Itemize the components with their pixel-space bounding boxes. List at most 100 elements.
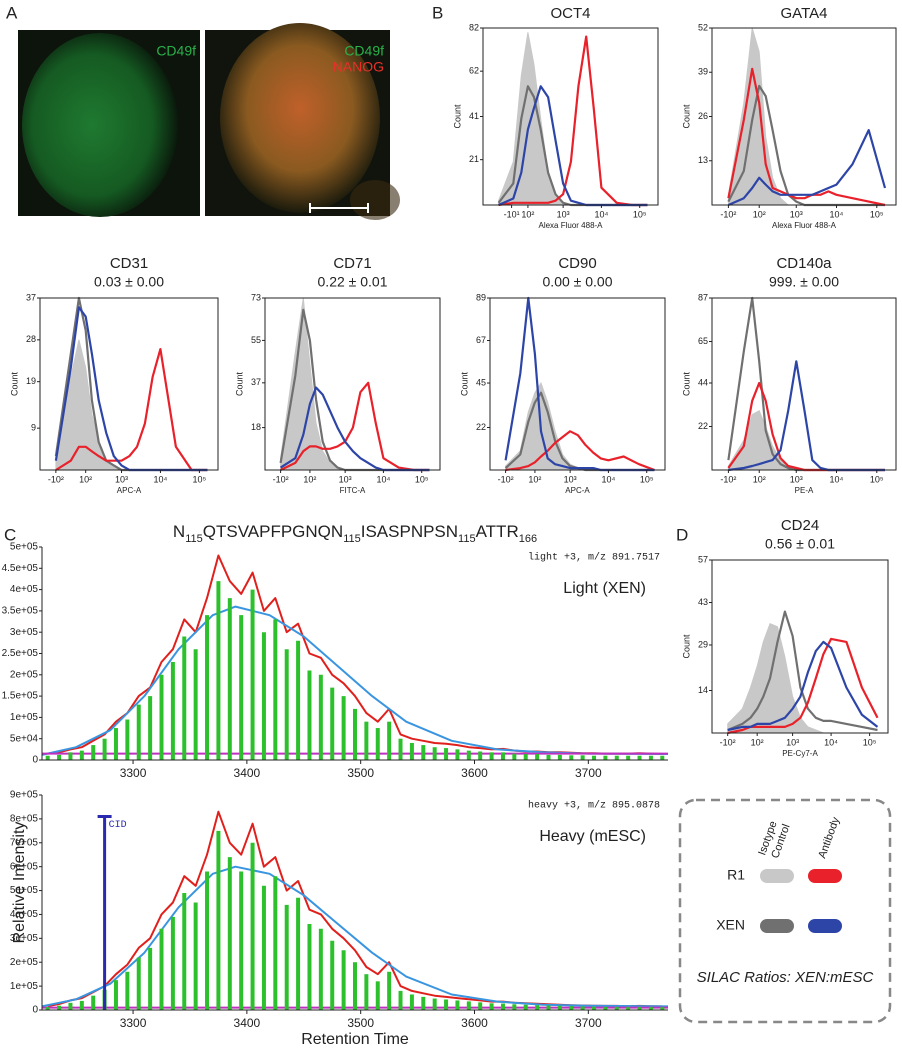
y-tick-label: 45 [476,377,486,387]
y-tick-label: 4e+05 [10,584,39,595]
y-tick-label: 65 [698,336,708,346]
y-tick-label: 3.5e+05 [2,606,39,617]
y-tick-label: 44 [698,377,708,387]
panel-label: A [6,3,18,22]
plot-frame [264,297,441,471]
chart-title: CD24 [781,517,819,534]
panel-label: B [432,3,443,22]
y-tick-label: 14 [698,685,708,695]
plot-frame [489,297,666,471]
x-tick-label: 3400 [234,1016,261,1030]
peptide-title-part: 115 [343,533,361,545]
y-tick-label: 55 [251,335,261,345]
x-tick-label: 3700 [575,766,602,780]
panel-label: C [4,525,16,544]
histogram-line [498,35,648,207]
x-tick-label: 10⁴ [824,737,838,747]
y-axis-label: Count [459,372,469,397]
y-tick-label: 21 [469,154,479,164]
plot-area [727,610,879,735]
y-tick-label: 1e+05 [10,712,39,723]
legend-swatch [760,869,794,883]
legend-row-label: R1 [727,867,745,883]
y-tick-label: 52 [698,22,708,32]
x-tick-label: 10⁵ [870,209,884,219]
y-tick-label: 89 [476,292,486,302]
stain-label: CD49f [344,43,384,59]
chart-title: CD71 [333,255,371,272]
x-tick-label: -10¹ [504,209,520,219]
y-tick-label: 0 [32,1005,38,1016]
plot-frame [711,297,897,471]
y-tick-label: 82 [469,22,479,32]
y-tick-label: 37 [26,292,36,302]
legend-swatch [808,919,842,933]
peptide-title-part: 166 [519,533,537,545]
x-tick-label: 3300 [120,766,147,780]
x-tick-label: 10⁴ [830,209,844,219]
x-axis-label: APC-A [565,486,590,495]
x-tick-label: 3500 [347,1016,374,1030]
x-tick-label: -10² [720,209,736,219]
y-tick-label: 6e+05 [10,861,39,872]
chart-title: OCT4 [550,5,590,22]
y-tick-label: 57 [698,554,708,564]
chart-subtitle: 0.56 ± 0.01 [765,536,835,552]
peptide-title-part: 115 [185,533,203,545]
annotation: light +3, m/z 891.7517 [528,552,660,564]
trace-label: Heavy (mESC) [539,828,646,845]
x-tick-label: 10⁵ [640,474,654,484]
x-tick-label: 10⁴ [153,474,167,484]
y-tick-label: 22 [698,421,708,431]
x-tick-label: -10² [720,737,736,747]
y-tick-label: 3e+05 [10,933,39,944]
x-tick-label: 3300 [120,1016,147,1030]
y-tick-label: 0 [32,755,38,766]
x-tick-label: 10⁵ [870,474,884,484]
x-axis-label: PE-Cy7-A [782,749,818,758]
x-tick-label: 10² [753,209,766,219]
y-tick-label: 67 [476,335,486,345]
annotation: heavy +3, m/z 895.0878 [528,800,660,812]
chart-title: CD31 [110,255,148,272]
x-axis-label: Alexa Fluor 488-A [538,221,603,230]
y-tick-label: 7e+05 [10,837,39,848]
histogram-line [727,610,878,732]
y-tick-label: 9 [31,423,36,433]
x-axis-label: Alexa Fluor 488-A [772,221,837,230]
chart-title: CD140a [776,255,832,272]
histogram-line [727,67,886,207]
x-tick-label: 10³ [557,209,570,219]
y-tick-label: 22 [476,422,486,432]
x-tick-label: 10² [521,209,534,219]
histogram-line [727,129,887,207]
y-tick-label: 73 [251,292,261,302]
cell [22,33,178,217]
trace-line [41,865,669,1008]
histogram-line [727,637,879,735]
y-tick-label: 3e+05 [10,627,39,638]
x-tick-label: 3500 [347,766,374,780]
y-tick-label: 4e+05 [10,909,39,920]
y-tick-label: 5e+05 [10,542,39,553]
y-axis-label: Count [681,104,691,129]
y-tick-label: 19 [26,376,36,386]
micrograph-panel: CD49f CD49f NANOG [18,23,400,220]
y-axis-label: Count [681,634,691,659]
x-tick-label: 10² [303,474,316,484]
histogram-line [727,640,879,732]
x-tick-label: 10² [528,474,541,484]
cid-label: CID [109,820,127,831]
chart-subtitle: 0.22 ± 0.01 [318,274,388,290]
x-tick-label: 10³ [564,474,577,484]
y-tick-label: 1e+05 [10,981,39,992]
peptide-title-part: 115 [458,533,476,545]
y-tick-label: 87 [698,292,708,302]
x-axis-label: FITC-A [340,486,366,495]
x-tick-label: 3600 [461,766,488,780]
y-tick-label: 13 [698,155,708,165]
plot-frame [711,559,889,734]
peptide-title-part: N [173,522,185,541]
y-axis-label: Count [452,104,462,129]
